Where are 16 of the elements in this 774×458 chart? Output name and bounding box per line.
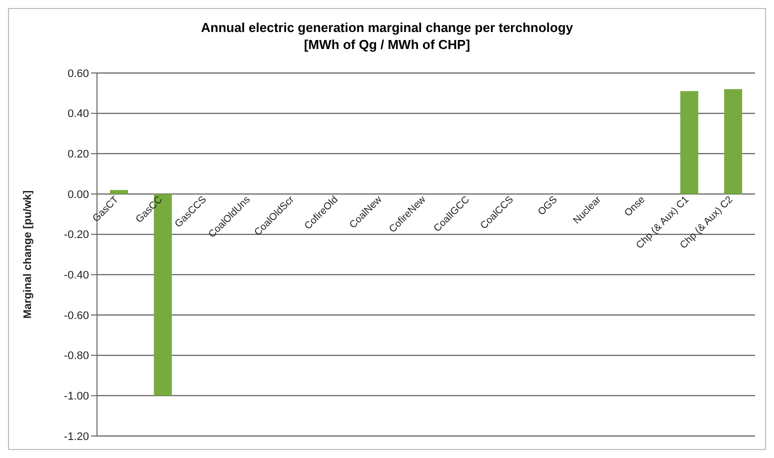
y-tick-label: -0.60 xyxy=(64,310,89,322)
y-tick-label: -0.40 xyxy=(64,270,89,282)
y-tick-label: -1.20 xyxy=(64,430,89,443)
bar xyxy=(110,190,128,194)
y-tick-label: 0.00 xyxy=(68,188,89,201)
chart-subtitle: [MWh of Qg / MWh of CHP] xyxy=(302,36,472,53)
y-tick-label: -1.00 xyxy=(64,390,89,403)
chart-title: Annual electric generation marginal change per terchnology xyxy=(200,19,574,36)
bar xyxy=(680,91,698,194)
y-tick-label: 0.40 xyxy=(68,108,89,120)
y-tick-label: 0.60 xyxy=(68,68,89,80)
y-tick-label: -0.80 xyxy=(64,350,89,362)
y-tick-label: 0.20 xyxy=(68,148,89,161)
bar xyxy=(724,89,742,194)
y-tick-label: -0.20 xyxy=(64,229,89,242)
y-axis-title: Marginal change [pu/wk] xyxy=(22,190,34,319)
